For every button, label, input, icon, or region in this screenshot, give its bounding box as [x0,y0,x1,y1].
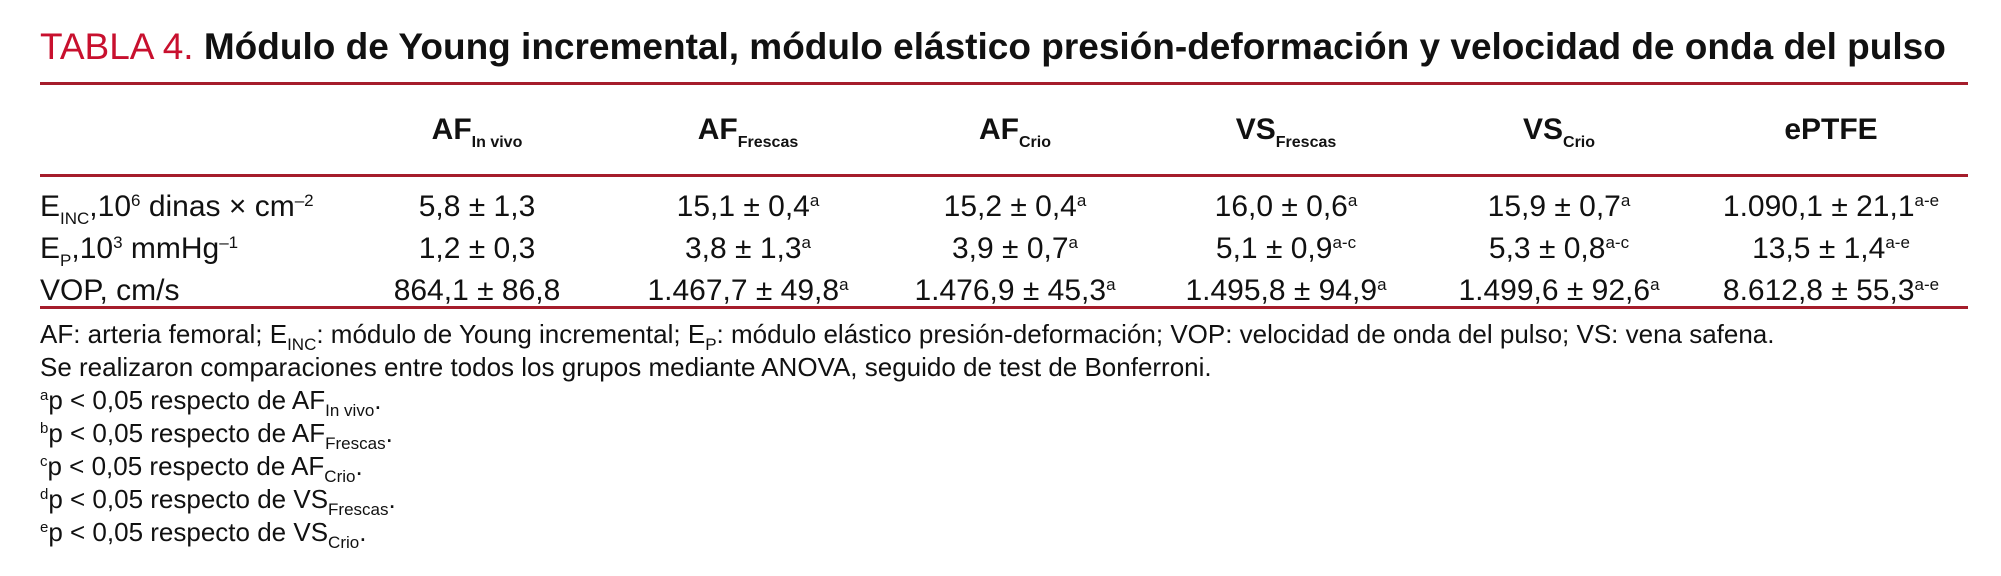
table-cell: 5,1 ± 0,9a-c [1215,232,1357,265]
header-empty [40,88,340,166]
table-row: EINC,106 dinas × cm–2 5,8 ± 1,3 15,1 ± 0… [40,186,1968,228]
table-cell: 13,5 ± 1,4a-e [1752,232,1910,265]
header-rule [40,173,1968,177]
header-row: AFIn vivo AFFrescas AFCrio VSFrescas VSC… [40,88,1968,166]
top-rule [40,82,1968,85]
header-vs-frescas: VSFrescas [1235,113,1337,151]
row-label-einc: EINC,106 dinas × cm–2 [40,190,314,228]
footnote-e: ep < 0,05 respecto de VSCrio. [40,517,367,552]
table-cell: 3,9 ± 0,7a [951,232,1078,265]
table-notes: AF: arteria femoral; EINC: módulo de You… [40,318,1775,552]
header-af-frescas: AFFrescas [697,113,799,151]
footnote-b: bp < 0,05 respecto de AFFrescas. [40,418,393,453]
header-eptfe: ePTFE [1784,113,1878,146]
row-label-ep: EP,103 mmHg–1 [40,232,239,270]
header-af-invivo: AFIn vivo [431,113,523,151]
table-row: EP,103 mmHg–1 1,2 ± 0,3 3,8 ± 1,3a 3,9 ±… [40,228,1968,270]
table-cell: 3,8 ± 1,3a [684,232,811,265]
footnote-a: ap < 0,05 respecto de AFIn vivo. [40,385,382,420]
footnote-d: dp < 0,05 respecto de VSFrescas. [40,484,396,519]
table-cell: 1,2 ± 0,3 [418,232,536,265]
table-cell: 1.495,8 ± 94,9a [1185,274,1387,307]
data-table: AFIn vivo AFFrescas AFCrio VSFrescas VSC… [40,88,1968,312]
row-label-vop: VOP, cm/s [40,274,180,307]
table-cell: 864,1 ± 86,8 [393,274,561,307]
abbreviations-note: AF: arteria femoral; EINC: módulo de You… [40,319,1775,354]
table-cell: 5,3 ± 0,8a-c [1488,232,1630,265]
bottom-rule [40,306,1968,309]
table-cell: 1.476,9 ± 45,3a [914,274,1116,307]
table-title: TABLA 4. Módulo de Young incremental, mó… [40,22,1946,72]
table-cell: 15,1 ± 0,4a [676,190,820,223]
table-cell: 1.467,7 ± 49,8a [647,274,849,307]
table-cell: 16,0 ± 0,6a [1214,190,1358,223]
table-cell: 15,2 ± 0,4a [943,190,1087,223]
table-cell: 5,8 ± 1,3 [418,190,536,223]
table-row: VOP, cm/s 864,1 ± 86,8 1.467,7 ± 49,8a 1… [40,270,1968,312]
table-number: TABLA 4. [40,26,194,67]
table-cell: 1.090,1 ± 21,1a-e [1722,190,1940,223]
footnote-c: cp < 0,05 respecto de AFCrio. [40,451,363,486]
table-cell: 1.499,6 ± 92,6a [1458,274,1660,307]
table-caption: Módulo de Young incremental, módulo elás… [203,26,1946,67]
table-cell: 8.612,8 ± 55,3a-e [1722,274,1940,307]
table-cell: 15,9 ± 0,7a [1487,190,1631,223]
header-vs-crio: VSCrio [1522,113,1596,151]
header-af-crio: AFCrio [979,113,1051,151]
method-note: Se realizaron comparaciones entre todos … [40,352,1212,382]
